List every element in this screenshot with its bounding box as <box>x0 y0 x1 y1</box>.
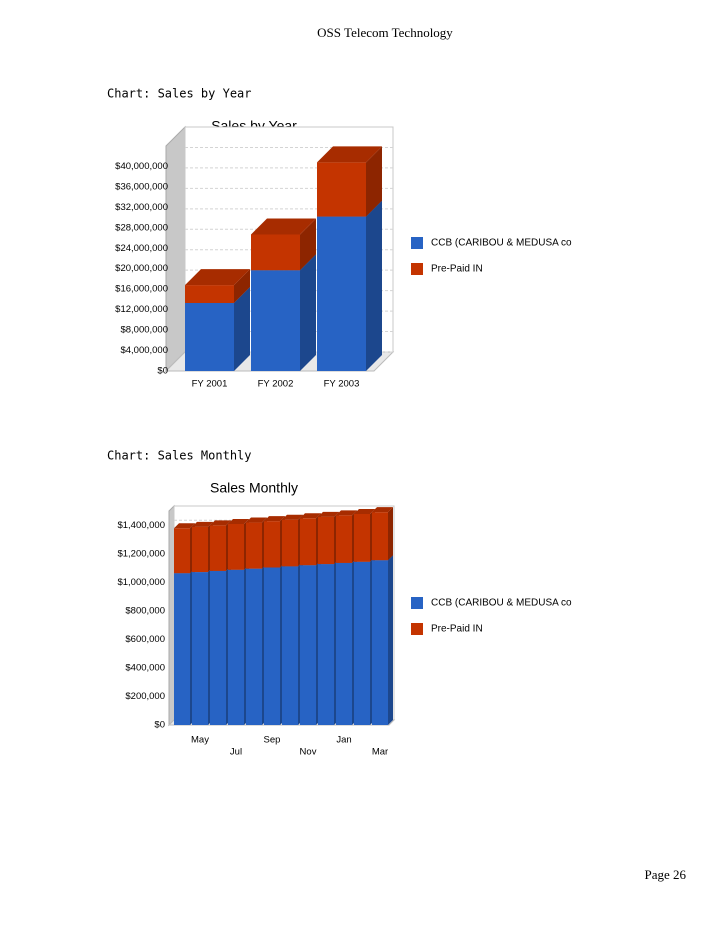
legend-label: Pre-Paid IN <box>431 624 483 635</box>
y-tick-label: $400,000 <box>125 662 165 673</box>
bar <box>318 564 334 725</box>
bar-side <box>234 286 250 371</box>
page-footer: Page 26 <box>644 867 686 882</box>
bar-top <box>192 521 213 527</box>
bar-top <box>354 508 375 514</box>
y-tick-label: $1,400,000 <box>117 520 165 531</box>
x-tick-label: Mar <box>372 747 388 758</box>
bar <box>317 162 366 217</box>
bar <box>185 285 234 303</box>
x-tick-label: FY 2002 <box>258 379 294 390</box>
bar-top <box>228 518 249 524</box>
bar <box>251 234 300 271</box>
bar <box>174 528 190 574</box>
y-tick-label: $600,000 <box>125 634 165 645</box>
bar-top <box>264 516 285 522</box>
bar-side <box>300 218 316 271</box>
bar <box>185 302 234 371</box>
bar <box>210 570 226 725</box>
bar-top <box>372 507 393 513</box>
bar <box>174 573 190 725</box>
x-tick-label: May <box>191 735 209 746</box>
side-wall <box>168 504 175 727</box>
bar <box>264 567 280 725</box>
y-tick-label: $4,000,000 <box>120 345 168 356</box>
bar-top <box>318 511 339 517</box>
bar <box>264 521 280 568</box>
bar-top <box>174 523 195 529</box>
bar <box>336 562 352 725</box>
bar-side <box>388 507 393 561</box>
page-header: OSS Telecom Technology <box>317 25 453 40</box>
y-tick-label: $32,000,000 <box>115 202 168 213</box>
chart-caption: Chart: Sales by Year <box>107 87 252 101</box>
bar-top <box>210 520 231 526</box>
y-tick-label: $24,000,000 <box>115 243 168 254</box>
y-tick-label: $200,000 <box>125 691 165 702</box>
y-tick-label: $20,000,000 <box>115 263 168 274</box>
bar <box>192 572 208 725</box>
bar <box>300 518 316 566</box>
bar <box>336 515 352 563</box>
bar <box>372 560 388 725</box>
y-tick-label: $800,000 <box>125 605 165 616</box>
x-tick-label: Sep <box>264 735 281 746</box>
side-wall <box>165 125 186 373</box>
chart-caption: Chart: Sales Monthly <box>107 449 252 463</box>
bar <box>354 561 370 725</box>
bar-top <box>251 218 316 235</box>
chart-title: Sales Monthly <box>210 480 298 496</box>
x-tick-label: Nov <box>300 747 317 758</box>
legend-label: CCB (CARIBOU & MEDUSA co <box>431 238 572 249</box>
y-tick-label: $40,000,000 <box>115 161 168 172</box>
legend-swatch <box>411 597 423 609</box>
bar <box>282 519 298 567</box>
y-tick-label: $0 <box>157 366 168 377</box>
y-tick-label: $12,000,000 <box>115 304 168 315</box>
bar <box>317 216 366 371</box>
bar-top <box>317 146 382 163</box>
legend-swatch <box>411 237 423 249</box>
bar-side <box>234 269 250 303</box>
legend-swatch <box>411 263 423 275</box>
y-tick-label: $28,000,000 <box>115 222 168 233</box>
bar-top <box>282 514 303 520</box>
x-tick-label: FY 2003 <box>324 379 360 390</box>
bar-side <box>388 555 393 725</box>
y-tick-label: $0 <box>154 720 165 731</box>
bar-top <box>246 517 267 523</box>
x-tick-label: FY 2001 <box>192 379 228 390</box>
bar-side <box>366 200 382 371</box>
y-tick-label: $1,000,000 <box>117 577 165 588</box>
bar <box>372 512 388 561</box>
bar <box>192 526 208 573</box>
bar <box>300 565 316 725</box>
bar <box>354 513 370 562</box>
bar <box>246 568 262 725</box>
legend-label: Pre-Paid IN <box>431 264 483 275</box>
bar-top <box>185 269 250 286</box>
bar-top <box>300 513 321 519</box>
legend-swatch <box>411 623 423 635</box>
y-tick-label: $8,000,000 <box>120 325 168 336</box>
bar-side <box>300 254 316 371</box>
bar <box>282 566 298 725</box>
y-tick-label: $1,200,000 <box>117 548 165 559</box>
legend-label: CCB (CARIBOU & MEDUSA co <box>431 598 572 609</box>
x-tick-label: Jul <box>230 747 242 758</box>
bar <box>251 270 300 371</box>
bar <box>228 523 244 570</box>
y-tick-label: $16,000,000 <box>115 284 168 295</box>
bar <box>246 522 262 569</box>
bar-top <box>336 510 357 516</box>
bar <box>228 569 244 725</box>
bar <box>318 516 334 565</box>
x-tick-label: Jan <box>336 735 351 746</box>
bar <box>210 525 226 571</box>
bar-side <box>366 146 382 217</box>
y-tick-label: $36,000,000 <box>115 181 168 192</box>
